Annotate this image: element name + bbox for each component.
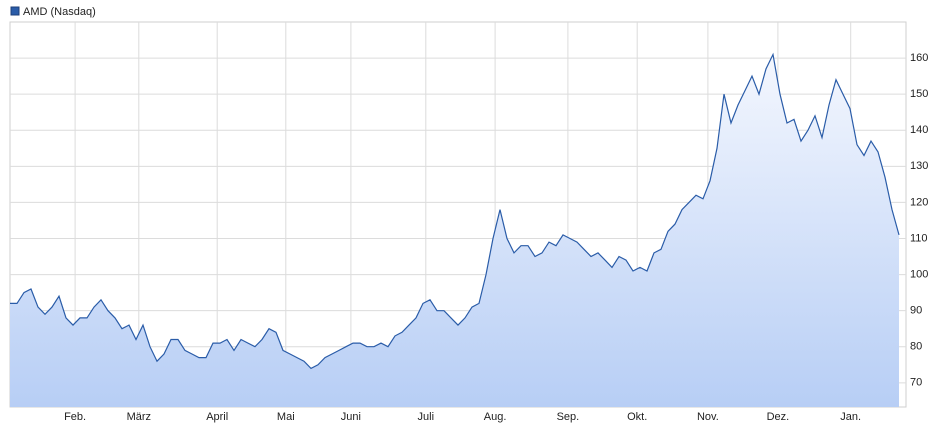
- y-tick-label: 80: [910, 341, 922, 353]
- x-tick-label: Jan.: [840, 411, 861, 423]
- area: [10, 54, 899, 407]
- x-tick-label: April: [206, 411, 228, 423]
- legend-swatch: [10, 6, 20, 16]
- legend-label: AMD (Nasdaq): [23, 6, 96, 18]
- y-tick-label: 150: [910, 88, 928, 100]
- y-tick-label: 120: [910, 196, 928, 208]
- y-tick-label: 90: [910, 305, 922, 317]
- x-tick-label: Feb.: [64, 411, 86, 423]
- y-tick-label: 100: [910, 268, 928, 280]
- x-tick-label: Dez.: [767, 411, 790, 423]
- x-tick-label: Juli: [418, 411, 435, 423]
- line: [10, 52, 900, 370]
- x-tick-label: Aug.: [484, 411, 507, 423]
- y-tick-label: 140: [910, 124, 928, 136]
- x-tick-label: Sep.: [557, 411, 580, 423]
- y-tick-label: 70: [910, 377, 922, 389]
- y-tick-label: 110: [910, 232, 928, 244]
- x-tick-label: Mai: [277, 411, 295, 423]
- x-tick-label: März: [127, 411, 151, 423]
- y-tick-label: 130: [910, 160, 928, 172]
- x-tick-label: Okt.: [627, 411, 647, 423]
- x-tick-label: Juni: [341, 411, 361, 423]
- y-tick-label: 160: [910, 52, 928, 64]
- x-tick-label: Nov.: [697, 411, 719, 423]
